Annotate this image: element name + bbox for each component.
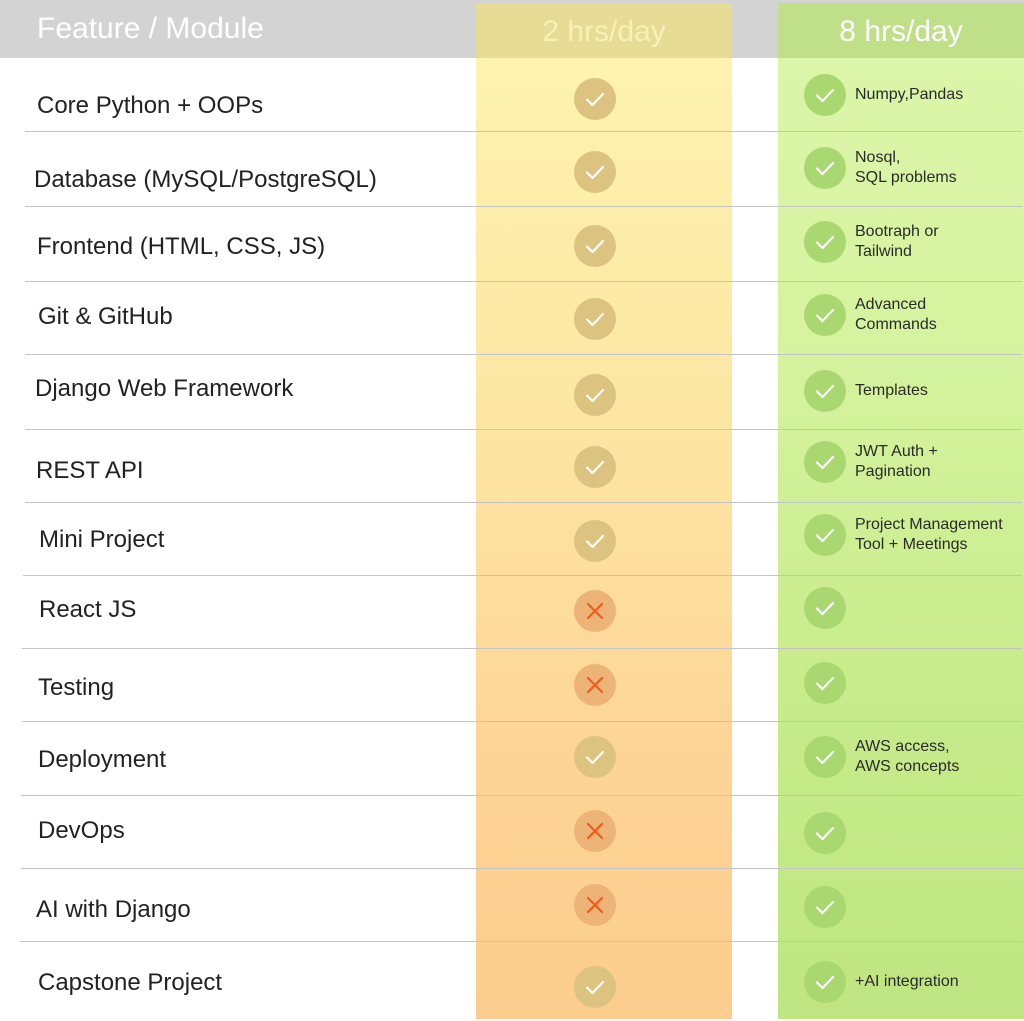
plan-8hrs-note: Tailwind bbox=[855, 243, 912, 260]
feature-label: Mini Project bbox=[39, 526, 165, 553]
plan-8hrs-header: 8 hrs/day bbox=[778, 3, 1024, 58]
row-divider bbox=[22, 721, 1022, 722]
feature-label: Database (MySQL/PostgreSQL) bbox=[34, 166, 377, 193]
check-icon bbox=[804, 441, 846, 483]
feature-label: DevOps bbox=[38, 817, 125, 844]
feature-label: Frontend (HTML, CSS, JS) bbox=[37, 233, 326, 260]
check-icon bbox=[804, 74, 846, 116]
plan-8hrs-note: Project Management bbox=[855, 516, 1003, 533]
feature-label: Git & GitHub bbox=[38, 303, 173, 330]
cross-icon bbox=[574, 884, 616, 926]
check-icon bbox=[804, 587, 846, 629]
row-divider bbox=[23, 575, 1022, 576]
check-icon bbox=[804, 294, 846, 336]
check-icon bbox=[804, 514, 846, 556]
plan-8hrs-note: SQL problems bbox=[855, 169, 957, 186]
feature-label: AI with Django bbox=[36, 896, 191, 923]
feature-label: Capstone Project bbox=[38, 969, 223, 996]
check-icon bbox=[574, 374, 616, 416]
row-divider bbox=[25, 281, 1022, 282]
check-icon bbox=[574, 446, 616, 488]
check-icon bbox=[804, 221, 846, 263]
row-divider bbox=[25, 502, 1022, 503]
check-icon bbox=[574, 736, 616, 778]
cross-icon bbox=[574, 810, 616, 852]
plan-8hrs-note: Nosql, bbox=[855, 149, 901, 166]
row-divider bbox=[25, 429, 1022, 430]
cross-icon bbox=[574, 590, 616, 632]
feature-label: Deployment bbox=[38, 746, 167, 773]
plan-8hrs-note: Pagination bbox=[855, 463, 931, 480]
check-icon bbox=[804, 961, 846, 1003]
plan-8hrs-note: +AI integration bbox=[855, 973, 959, 990]
cross-icon bbox=[574, 664, 616, 706]
plan-8hrs-note: JWT Auth + bbox=[855, 443, 938, 460]
feature-label: Django Web Framework bbox=[35, 375, 294, 402]
feature-label: React JS bbox=[39, 596, 137, 623]
check-icon bbox=[574, 298, 616, 340]
feature-label: Core Python + OOPs bbox=[37, 92, 264, 119]
check-icon bbox=[804, 812, 846, 854]
plan-8hrs-note: Bootraph or bbox=[855, 223, 939, 240]
feature-label: Testing bbox=[38, 674, 115, 701]
row-divider bbox=[25, 206, 1022, 207]
row-divider bbox=[21, 868, 1022, 869]
row-divider bbox=[22, 648, 1022, 649]
row-divider bbox=[25, 131, 1022, 132]
plan-8hrs-note: Commands bbox=[855, 316, 937, 333]
check-icon bbox=[574, 225, 616, 267]
check-icon bbox=[804, 147, 846, 189]
plan-8hrs-note: Tool + Meetings bbox=[855, 536, 968, 553]
plan-8hrs-note: Advanced bbox=[855, 296, 927, 313]
check-icon bbox=[804, 370, 846, 412]
plan-8hrs-note: AWS access, bbox=[855, 738, 950, 755]
plan-8hrs-note: Templates bbox=[855, 382, 928, 399]
plan-2hrs-header: 2 hrs/day bbox=[476, 3, 732, 58]
feature-label: REST API bbox=[36, 457, 144, 484]
check-icon bbox=[574, 78, 616, 120]
row-divider bbox=[20, 941, 1022, 942]
row-divider bbox=[25, 354, 1022, 355]
feature-column-header: Feature / Module bbox=[37, 12, 264, 45]
row-divider bbox=[21, 795, 1022, 796]
plan-8hrs-note: Numpy,Pandas bbox=[855, 86, 964, 103]
check-icon bbox=[804, 662, 846, 704]
plan-8hrs-note: AWS concepts bbox=[855, 758, 960, 775]
check-icon bbox=[574, 966, 616, 1008]
check-icon bbox=[574, 151, 616, 193]
check-icon bbox=[804, 736, 846, 778]
check-icon bbox=[804, 886, 846, 928]
check-icon bbox=[574, 520, 616, 562]
